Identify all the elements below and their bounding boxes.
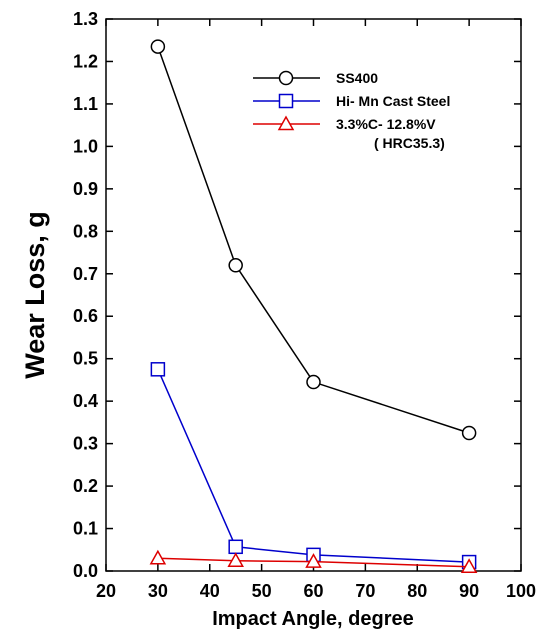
- x-tick-label: 20: [96, 581, 116, 601]
- series-line-circle: [157, 46, 470, 434]
- y-tick-label: 0.9: [73, 179, 98, 199]
- x-tick-label: 80: [407, 581, 427, 601]
- y-tick-label: 1.3: [73, 9, 98, 29]
- y-tick-label: 0.2: [73, 476, 98, 496]
- x-tick-label: 100: [506, 581, 536, 601]
- data-point-triangle: [460, 558, 478, 574]
- legend-label: Hi- Mn Cast Steel: [336, 93, 450, 109]
- y-tick-label: 1.1: [73, 94, 98, 114]
- legend-marker-square: [278, 93, 294, 109]
- axes: 20 30 40 50 60 70 80 90 100 0.0 0.1 0.2 0.3 0.4 0.5 0.6…: [73, 9, 536, 601]
- x-tick-label: 40: [200, 581, 220, 601]
- x-axis-title: Impact Angle, degree: [212, 608, 414, 629]
- y-tick-label: 1.2: [73, 51, 98, 71]
- data-point-circle: [306, 374, 321, 390]
- data-point-square: [150, 362, 166, 377]
- series-line-triangle: [157, 557, 470, 568]
- plot-frame: [105, 18, 522, 572]
- data-point-circle: [228, 258, 243, 273]
- legend: SS400 Hi- Mn Cast Steel 3.3%C- 12.8%V ( HRC…: [253, 70, 450, 151]
- legend-marker-triangle: [277, 115, 295, 131]
- y-tick-label: 0.0: [73, 561, 98, 581]
- x-tick-label: 60: [303, 581, 323, 601]
- data-point-circle: [150, 39, 166, 54]
- x-tick-label: 70: [355, 581, 375, 601]
- legend-label: SS400: [336, 70, 378, 86]
- series-layer: [149, 39, 478, 574]
- x-tick-label: 90: [459, 581, 479, 601]
- y-tick-label: 0.8: [73, 221, 98, 241]
- legend-marker-circle: [278, 70, 294, 86]
- data-point-triangle: [305, 553, 322, 568]
- data-point-square: [228, 539, 243, 555]
- y-tick-label: 0.1: [73, 519, 98, 539]
- y-tick-label: 0.3: [73, 434, 98, 454]
- y-tick-label: 0.6: [73, 306, 98, 326]
- y-tick-label: 0.7: [73, 264, 98, 284]
- data-point-triangle: [149, 549, 167, 565]
- data-point-triangle: [227, 552, 244, 568]
- y-axis-title: Wear Loss, g: [20, 211, 50, 379]
- series-line-square: [157, 369, 470, 563]
- data-point-circle: [461, 425, 477, 441]
- x-tick-label: 30: [148, 581, 168, 601]
- legend-label-line2: ( HRC35.3): [374, 135, 445, 151]
- y-tick-label: 1.0: [73, 136, 98, 156]
- legend-label: 3.3%C- 12.8%V: [336, 116, 436, 132]
- y-tick-label: 0.4: [73, 391, 98, 411]
- x-tick-label: 50: [252, 581, 272, 601]
- y-tick-label: 0.5: [73, 349, 98, 369]
